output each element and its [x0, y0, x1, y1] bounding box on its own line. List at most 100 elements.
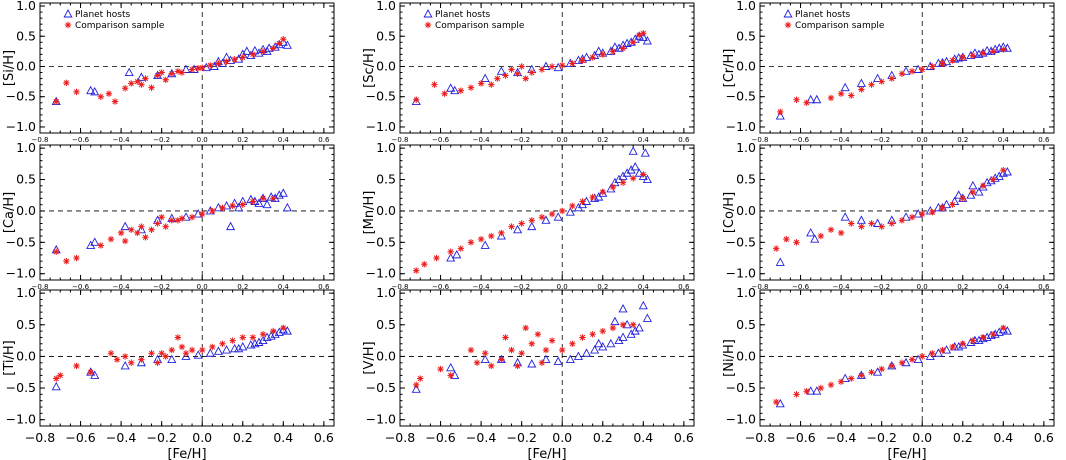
data-point-star [538, 66, 546, 73]
data-point-star [599, 51, 606, 58]
data-point-star [494, 75, 501, 82]
data-point-star [488, 81, 495, 88]
data-point-triangle [136, 357, 146, 367]
legend-star-icon [64, 21, 72, 29]
data-point-triangle [411, 384, 421, 393]
legend-star-icon [424, 21, 432, 29]
legend-label-comparison: Comparison sample [795, 21, 885, 31]
data-point-star [437, 365, 444, 373]
x-tick-label: −0.8 [752, 136, 769, 144]
data-point-triangle [594, 46, 604, 55]
data-point-triangle [642, 174, 652, 183]
data-point-triangle [120, 360, 130, 370]
data-point-star [837, 229, 845, 237]
data-point-triangle [634, 323, 644, 332]
data-point-triangle [775, 398, 785, 408]
data-point-star [579, 57, 586, 64]
data-point-star [413, 96, 420, 103]
data-point-triangle [840, 373, 850, 383]
y-tick-label: −0.5 [6, 380, 36, 395]
data-point-triangle [638, 300, 648, 310]
data-point-star [269, 327, 277, 335]
data-point-triangle [446, 362, 456, 372]
data-point-star [548, 337, 556, 344]
data-point-triangle [978, 182, 988, 191]
data-point-triangle [450, 370, 460, 379]
y-axis-label: [Ni/H] [722, 339, 737, 377]
legend-label-hosts: Planet hosts [795, 10, 851, 20]
data-point-triangle [541, 215, 551, 224]
data-point-triangle [628, 146, 638, 155]
x-tick-label: 0.4 [998, 136, 1010, 144]
data-point-star [138, 223, 145, 230]
x-tick-label: 0.6 [674, 430, 694, 445]
x-tick-label: −0.8 [392, 283, 409, 291]
data-point-star [508, 346, 515, 354]
data-point-star [53, 375, 60, 382]
data-point-star [989, 331, 997, 338]
data-point-star [209, 207, 216, 215]
y-tick-label: 0.0 [16, 203, 36, 218]
y-axis-label: [V/H] [362, 341, 377, 374]
data-point-star [837, 378, 845, 385]
panel-7: 1.0 0.5 0.0 −0.5 −1.0 −0.8 −0.6 −0.4 −0.2 0.0 0.2 0… [2, 285, 335, 460]
data-point-star [53, 98, 60, 105]
data-point-star [518, 63, 525, 70]
data-point-star [117, 229, 125, 237]
data-point-star [457, 87, 465, 94]
data-point-triangle [618, 332, 628, 341]
x-tick-label: 0.2 [597, 283, 608, 291]
data-point-triangle [812, 94, 822, 104]
data-point-star [128, 80, 135, 87]
data-point-star [508, 66, 515, 73]
data-point-star [908, 356, 916, 363]
y-tick-label: −1.0 [726, 412, 756, 427]
y-tick-label: 0.0 [376, 58, 396, 73]
x-tick-label: 0.2 [957, 283, 968, 291]
plot-frame [39, 289, 335, 427]
data-point-star [142, 234, 149, 241]
data-point-triangle [640, 148, 650, 157]
data-point-star [640, 30, 647, 37]
data-point-star [817, 384, 825, 392]
data-point-star [589, 54, 596, 61]
x-tick-label: 0.4 [638, 283, 650, 291]
data-point-star [107, 350, 115, 357]
data-point-star [178, 215, 186, 222]
data-point-star [949, 201, 956, 208]
data-point-star [949, 57, 956, 64]
x-tick-label: 0.2 [597, 136, 608, 144]
y-axis-label: [Mn/H] [362, 191, 377, 235]
data-point-star [473, 359, 481, 366]
y-tick-label: 0.0 [376, 348, 396, 363]
data-point-star [599, 327, 606, 335]
data-point-star [63, 257, 70, 265]
data-point-triangle [124, 67, 134, 76]
data-point-star [522, 75, 529, 82]
x-tick-label: 0.4 [998, 283, 1010, 291]
data-point-star [848, 375, 855, 382]
x-tick-label: −0.4 [113, 283, 131, 291]
x-tick-label: 0.0 [192, 430, 212, 445]
y-tick-label: 1.0 [376, 140, 396, 155]
data-point-star [793, 391, 800, 398]
data-point-triangle [873, 367, 883, 376]
x-tick-label: −0.6 [65, 430, 95, 445]
data-point-star [107, 235, 115, 243]
y-tick-label: −1.0 [6, 266, 36, 281]
data-point-star [989, 48, 997, 55]
data-point-star [433, 254, 440, 262]
x-tick-label: 0.4 [278, 283, 290, 291]
data-point-triangle [120, 221, 130, 231]
data-point-star [939, 346, 946, 354]
data-point-star [538, 214, 546, 221]
data-point-star [589, 193, 596, 201]
x-tick-label: −0.6 [72, 136, 90, 144]
legend-triangle-icon [423, 9, 433, 18]
data-point-star [783, 235, 790, 243]
y-tick-label: −0.5 [366, 234, 396, 249]
y-tick-label: −0.5 [6, 234, 36, 249]
x-tick-label: 0.6 [1034, 430, 1054, 445]
data-point-star [969, 337, 977, 344]
data-point-star [417, 375, 424, 382]
